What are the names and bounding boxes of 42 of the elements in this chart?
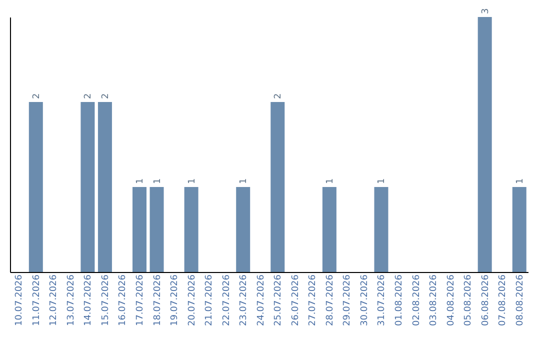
data-label: 1 bbox=[239, 178, 250, 184]
data-label: 2 bbox=[274, 93, 284, 99]
data-label: 1 bbox=[377, 178, 388, 184]
x-tick-label: 14.07.2026 bbox=[84, 274, 94, 326]
x-tick-label: 20.07.2026 bbox=[187, 274, 198, 326]
x-tick-label: 22.07.2026 bbox=[222, 274, 232, 326]
x-tick-label: 13.07.2026 bbox=[66, 274, 76, 326]
x-tick-label: 29.07.2026 bbox=[342, 274, 353, 326]
x-tick-label: 01.08.2026 bbox=[394, 274, 404, 326]
x-tick-label: 24.07.2026 bbox=[256, 274, 266, 326]
data-label: 2 bbox=[32, 93, 42, 99]
x-tick-label: 25.07.2026 bbox=[274, 274, 284, 326]
x-tick-label: 23.07.2026 bbox=[239, 274, 250, 326]
x-tick-label: 30.07.2026 bbox=[360, 274, 370, 326]
data-label: 2 bbox=[100, 93, 111, 99]
data-label: 1 bbox=[515, 178, 526, 184]
x-tick-label: 06.08.2026 bbox=[480, 274, 491, 326]
x-tick-label: 16.07.2026 bbox=[118, 274, 128, 326]
x-tick-label: 21.07.2026 bbox=[204, 274, 215, 326]
x-tick-label: 04.08.2026 bbox=[446, 274, 456, 326]
x-tick-label: 07.08.2026 bbox=[498, 274, 508, 326]
x-tick-label: 18.07.2026 bbox=[152, 274, 163, 326]
x-tick-label: 15.07.2026 bbox=[100, 274, 111, 326]
x-tick-label: 05.08.2026 bbox=[464, 274, 474, 326]
x-tick-label: 08.08.2026 bbox=[515, 274, 526, 326]
x-tick-label: 28.07.2026 bbox=[325, 274, 336, 326]
x-tick-label: 19.07.2026 bbox=[170, 274, 180, 326]
x-tick-label: 17.07.2026 bbox=[136, 274, 146, 326]
x-tick-label: 03.08.2026 bbox=[429, 274, 440, 326]
x-tick-label: 11.07.2026 bbox=[32, 274, 42, 326]
data-label: 1 bbox=[187, 178, 198, 184]
data-label: 1 bbox=[325, 178, 336, 184]
x-tick-label: 12.07.2026 bbox=[49, 274, 60, 326]
x-tick-label: 26.07.2026 bbox=[290, 274, 301, 326]
data-label: 1 bbox=[136, 178, 146, 184]
data-label: 1 bbox=[152, 178, 163, 184]
x-tick-label: 10.07.2026 bbox=[14, 274, 25, 326]
data-label: 2 bbox=[84, 93, 94, 99]
x-tick-label: 27.07.2026 bbox=[308, 274, 318, 326]
data-label: 3 bbox=[480, 8, 491, 14]
x-tick-label: 31.07.2026 bbox=[377, 274, 388, 326]
x-tick-label: 02.08.2026 bbox=[412, 274, 422, 326]
